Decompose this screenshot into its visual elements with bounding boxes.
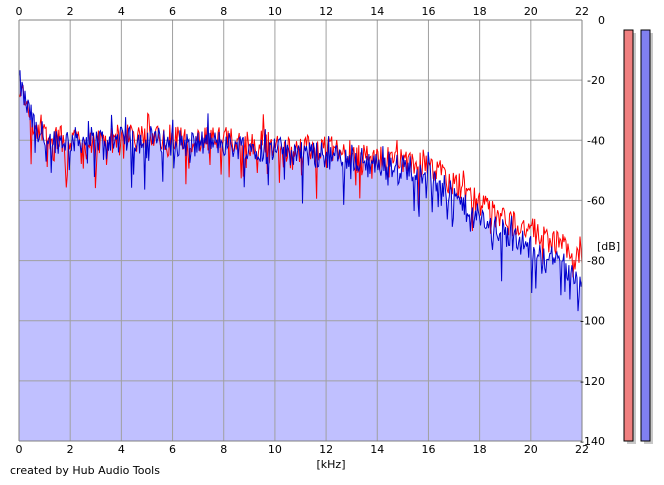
footer-credit: created by Hub Audio Tools	[10, 464, 160, 477]
x-tick-label-top: 10	[268, 5, 282, 18]
x-tick-label-bottom: 14	[370, 443, 384, 456]
y-tick-label: -140	[580, 435, 605, 448]
x-tick-label-top: 20	[524, 5, 538, 18]
series-layer	[18, 70, 583, 312]
y-tick-label: -60	[587, 194, 605, 207]
x-tick-label-top: 0	[16, 5, 23, 18]
x-tick-label-top: 6	[169, 5, 176, 18]
level-meter-bar	[623, 29, 634, 442]
x-tick-label-bottom: 12	[319, 443, 333, 456]
spectrum-fill-area	[19, 70, 582, 442]
x-tick-label-bottom: 6	[169, 443, 176, 456]
y-tick-label: -100	[580, 315, 605, 328]
x-tick-label-top: 8	[220, 5, 227, 18]
x-tick-label-top: 22	[575, 5, 589, 18]
y-tick-label: -40	[587, 134, 605, 147]
y-tick-label: -120	[580, 375, 605, 388]
x-tick-label-bottom: 18	[473, 443, 487, 456]
x-tick-label-bottom: 2	[67, 443, 74, 456]
x-tick-label-bottom: 20	[524, 443, 538, 456]
y-tick-label: 0	[598, 14, 605, 27]
x-tick-label-top: 16	[421, 5, 435, 18]
y-axis-label: [dB]	[597, 240, 620, 253]
x-axis-label: [kHz]	[317, 458, 346, 471]
x-tick-label-top: 12	[319, 5, 333, 18]
x-tick-label-top: 18	[473, 5, 487, 18]
level-meter-bar	[640, 29, 651, 442]
x-tick-label-top: 14	[370, 5, 384, 18]
x-tick-label-top: 4	[118, 5, 125, 18]
axis-layer: 002244668810101212141416161818202022220-…	[16, 5, 606, 456]
x-tick-label-bottom: 8	[220, 443, 227, 456]
x-tick-label-bottom: 22	[575, 443, 589, 456]
x-tick-label-bottom: 10	[268, 443, 282, 456]
x-tick-label-top: 2	[67, 5, 74, 18]
y-tick-label: -80	[587, 255, 605, 268]
level-meters	[623, 29, 653, 444]
x-tick-label-bottom: 16	[421, 443, 435, 456]
spectrum-fill-layer	[19, 70, 582, 442]
x-tick-label-bottom: 0	[16, 443, 23, 456]
series-line-red	[18, 84, 583, 278]
series-line-blue	[18, 70, 583, 312]
y-tick-label: -20	[587, 74, 605, 87]
x-tick-label-bottom: 4	[118, 443, 125, 456]
